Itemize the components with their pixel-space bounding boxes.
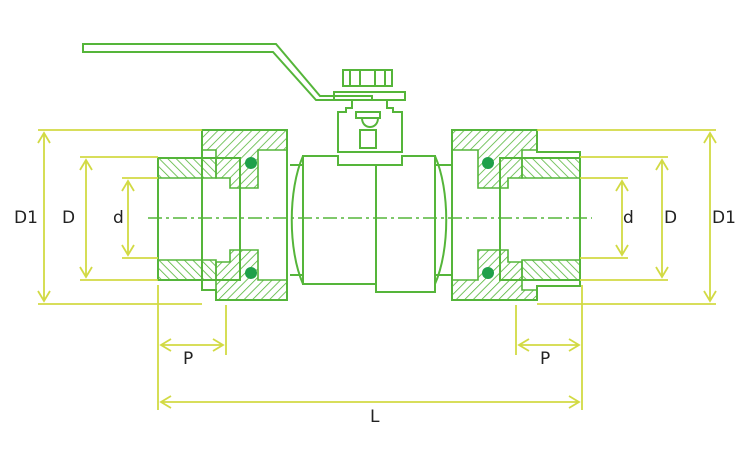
seal-left-top <box>245 157 257 169</box>
label-d1-left: D1 <box>14 208 38 228</box>
section-hatching <box>157 129 581 301</box>
stem-nut <box>342 69 393 87</box>
dim-d1-right <box>703 131 717 303</box>
dim-p-right <box>517 338 581 352</box>
label-small-d-left: d <box>113 208 124 228</box>
label-p-left: P <box>183 349 193 369</box>
label-small-d-right: d <box>623 208 634 228</box>
dimension-lines <box>37 129 717 410</box>
seal-right-bottom <box>482 267 494 279</box>
label-d1-right: D1 <box>712 208 736 228</box>
handle-lever <box>82 43 373 101</box>
label-d-right: D <box>664 208 677 228</box>
label-l: L <box>370 407 380 427</box>
dim-p-left <box>159 338 225 352</box>
dim-d-left <box>79 158 93 279</box>
dim-small-d-right <box>615 179 629 257</box>
dimension-labels: D1 D d d D D1 P P L <box>14 208 736 427</box>
dim-small-d-left <box>121 179 135 257</box>
dim-d-right <box>655 158 669 279</box>
dim-l <box>159 395 581 409</box>
dim-d1-left <box>37 131 51 303</box>
label-p-right: P <box>540 349 550 369</box>
o-ring-seals <box>245 157 494 279</box>
seal-left-bottom <box>245 267 257 279</box>
seal-right-top <box>482 157 494 169</box>
label-d-left: D <box>62 208 75 228</box>
